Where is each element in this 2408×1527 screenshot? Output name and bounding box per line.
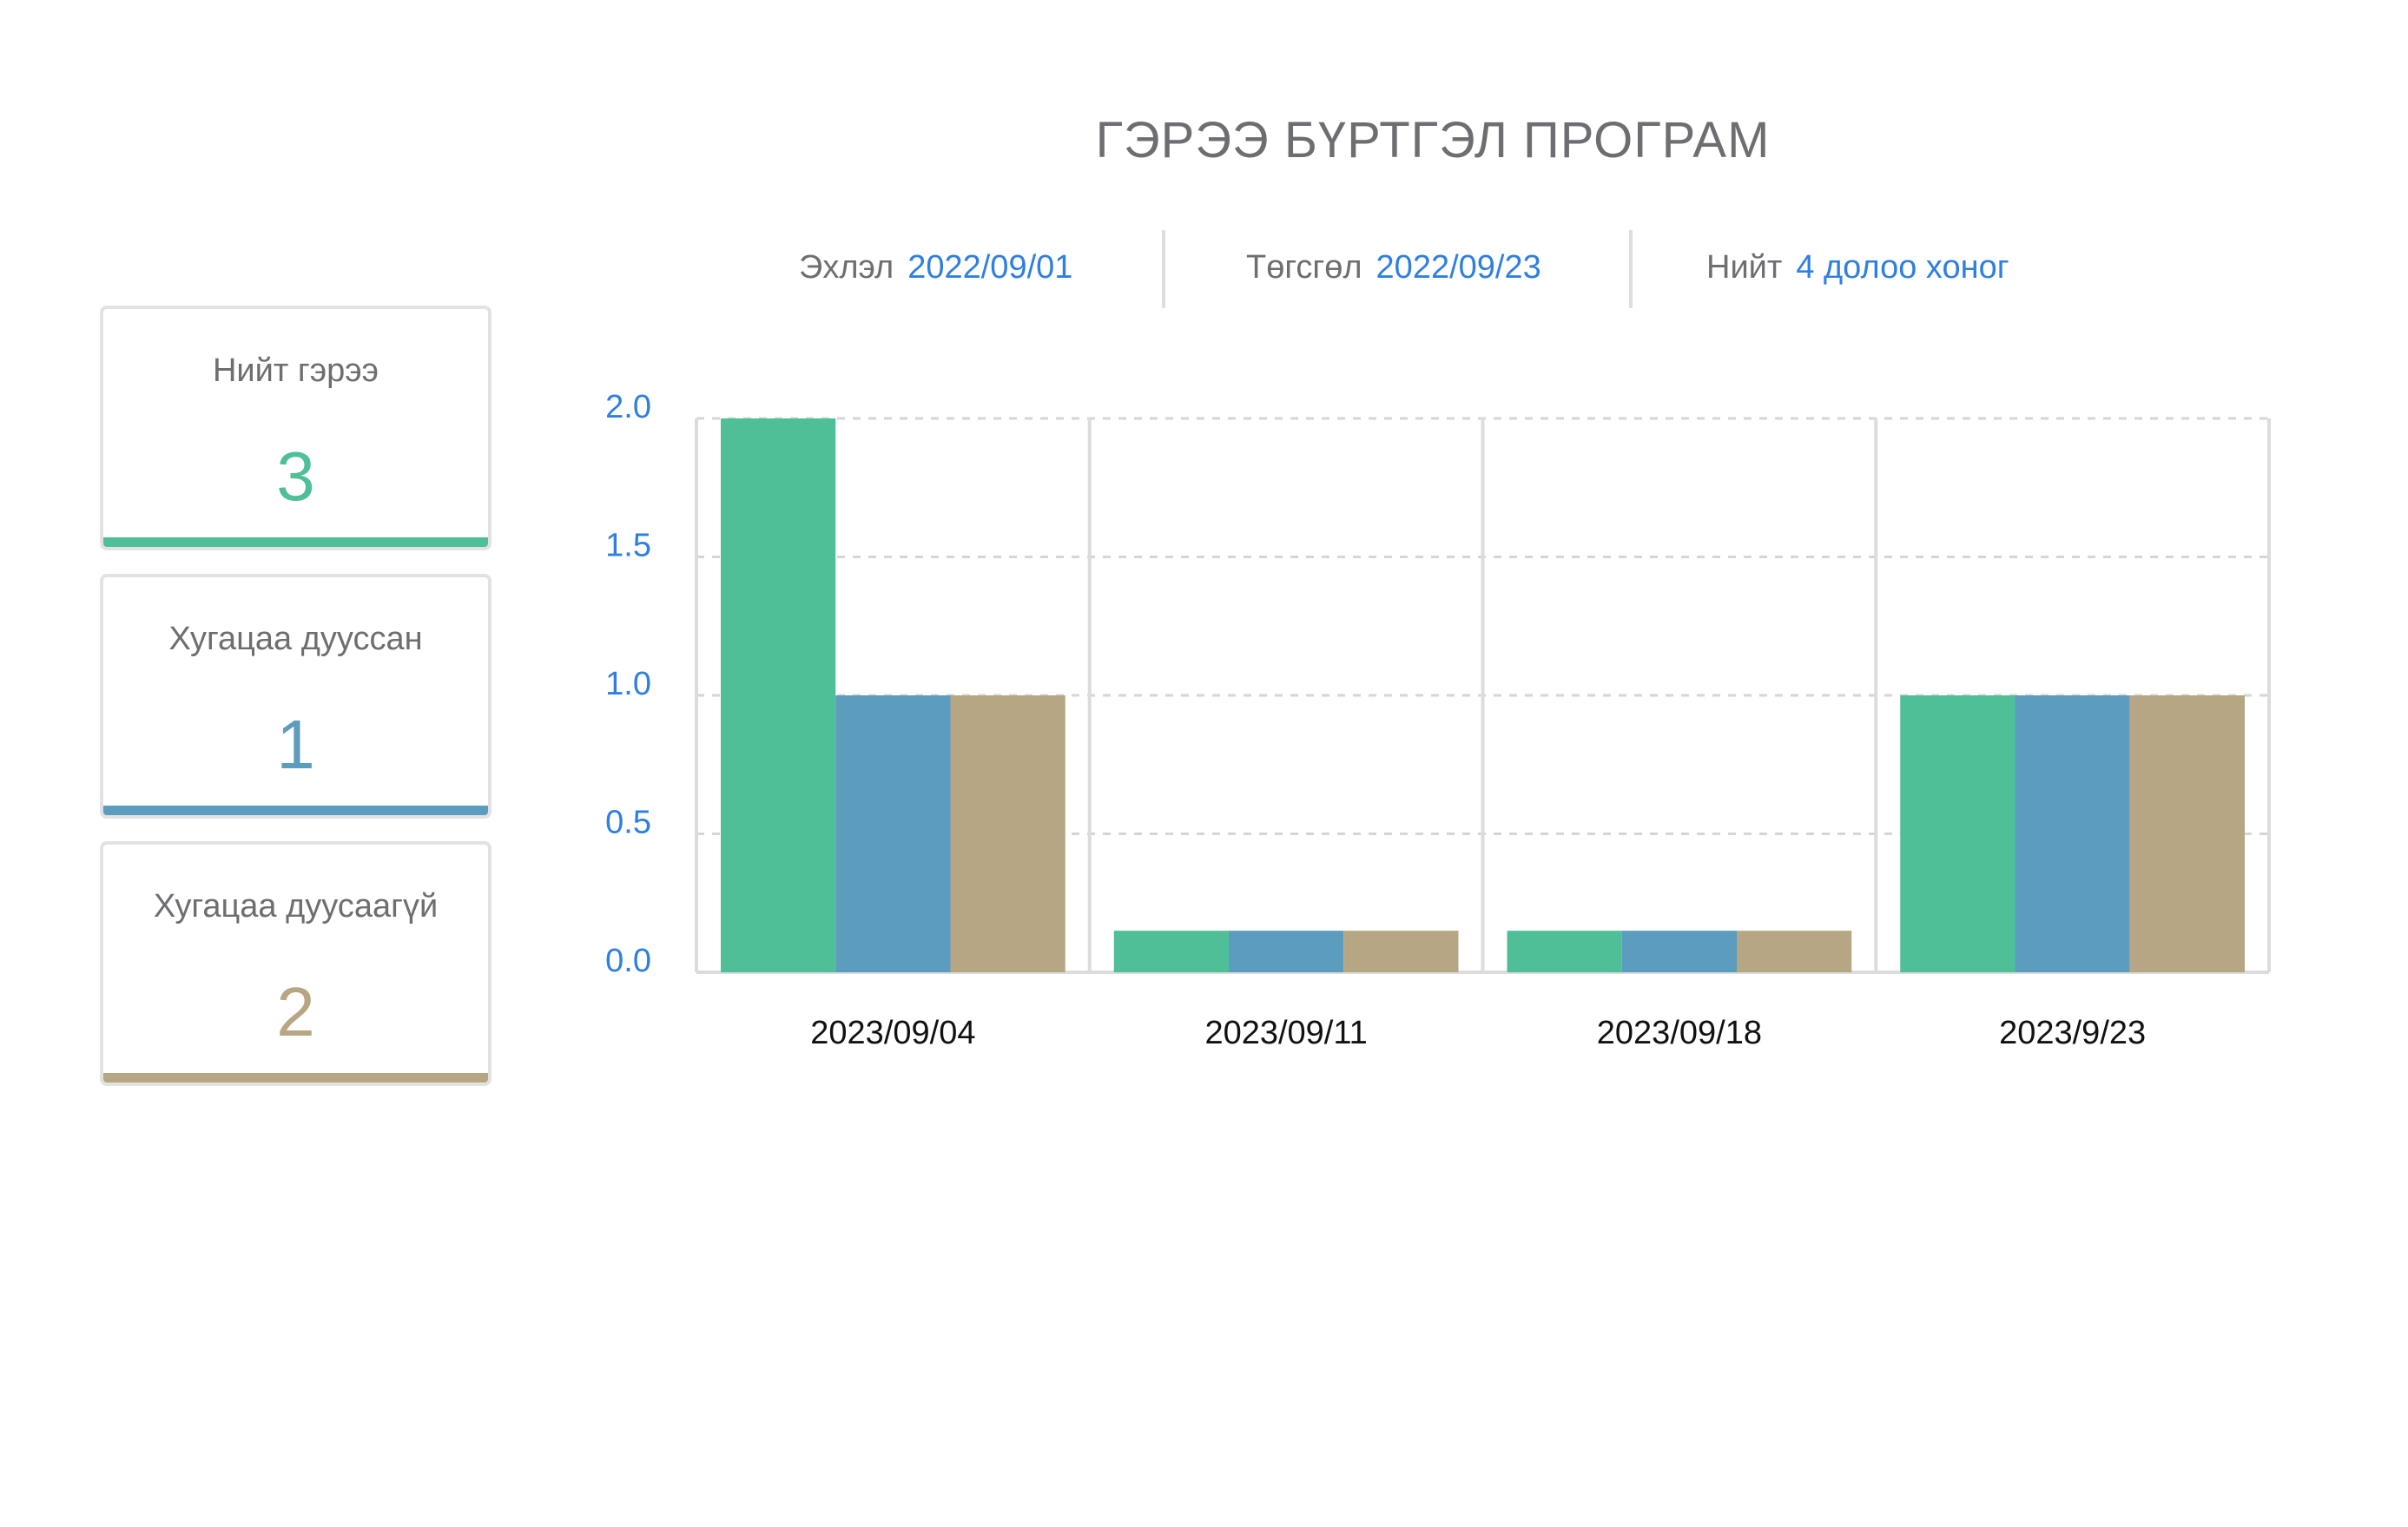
start-date: Эхлэл 2022/09/01 [799, 249, 1072, 286]
bar [1900, 695, 2015, 972]
end-date-value[interactable]: 2022/09/23 [1376, 249, 1541, 286]
info-divider [1629, 230, 1633, 308]
bar [1507, 931, 1622, 972]
card-expired[interactable]: Хугацаа дууссан 1 [100, 574, 491, 819]
card-total-contracts-value: 3 [276, 438, 315, 515]
card-accent-bar [103, 537, 488, 547]
x-tick-label: 2023/09/04 [810, 1015, 975, 1051]
bar [835, 695, 951, 972]
y-tick-label: 1.0 [605, 666, 651, 702]
total-duration-value: 4 долоо хоног [1796, 249, 2009, 286]
y-tick-label: 0.0 [605, 943, 651, 979]
bar [1737, 931, 1852, 972]
bar [2015, 695, 2130, 972]
card-expired-label: Хугацаа дууссан [168, 621, 423, 657]
y-tick-label: 2.0 [605, 389, 651, 425]
bar [1229, 931, 1344, 972]
x-tick-label: 2023/9/23 [1999, 1015, 2146, 1051]
y-tick-label: 0.5 [605, 805, 651, 841]
card-expired-value: 1 [276, 706, 315, 783]
info-divider [1162, 230, 1165, 308]
page-title: ГЭРЭЭ БҮРТГЭЛ ПРОГРАМ [1095, 112, 1771, 168]
card-accent-bar [103, 1073, 488, 1083]
end-date: Төгсгөл 2022/09/23 [1246, 249, 1541, 286]
x-tick-label: 2023/09/18 [1597, 1015, 1762, 1051]
card-total-contracts[interactable]: Нийт гэрээ 3 [100, 306, 491, 550]
card-not-expired-value: 2 [276, 973, 315, 1050]
start-date-label: Эхлэл [799, 249, 894, 286]
total-duration-label: Нийт [1706, 249, 1783, 286]
start-date-value[interactable]: 2022/09/01 [907, 249, 1073, 286]
card-not-expired-label: Хугацаа дуусаагүй [153, 888, 439, 925]
total-duration: Нийт 4 долоо хоног [1706, 249, 2009, 286]
y-tick-label: 1.5 [605, 528, 651, 564]
end-date-label: Төгсгөл [1246, 249, 1362, 286]
x-tick-label: 2023/09/11 [1204, 1015, 1367, 1051]
bar [721, 418, 836, 972]
bar [1343, 931, 1459, 972]
bar [950, 695, 1065, 972]
bar [1621, 931, 1737, 972]
card-accent-bar [103, 806, 488, 815]
bar [1113, 931, 1229, 972]
bar [2129, 695, 2245, 972]
date-range-bar: Эхлэл 2022/09/01 Төгсгөл 2022/09/23 Нийт 4 … [755, 230, 2145, 308]
card-total-contracts-label: Нийт гэрээ [212, 352, 379, 389]
card-not-expired[interactable]: Хугацаа дуусаагүй 2 [100, 841, 491, 1086]
